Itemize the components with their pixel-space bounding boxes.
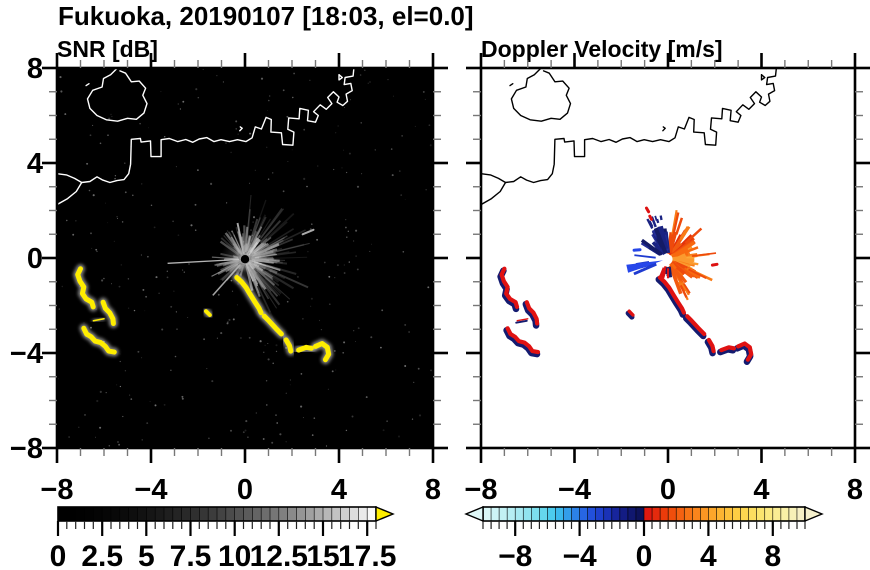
y-tick-label: 0 — [27, 243, 43, 275]
y-tick-label: 8 — [27, 53, 43, 85]
radar-center-hole — [663, 254, 673, 264]
snr-panel: −8 −4 0 4 8 8 4 0 −4 −8 — [10, 53, 448, 506]
x-tick-label: 4 — [331, 474, 347, 506]
colorbar-tick-label: −8 — [498, 540, 532, 570]
axis-ticks — [42, 53, 448, 463]
colorbar-tick-label: 8 — [764, 540, 781, 570]
colorbar-segments — [482, 506, 806, 522]
colorbar-tick-label: 15 — [306, 540, 339, 570]
plot-area — [57, 68, 433, 448]
colorbar-tick-label: −4 — [562, 540, 597, 570]
x-tick-label: −8 — [464, 474, 497, 506]
y-tick-label: 4 — [27, 148, 43, 180]
plot-area — [481, 68, 855, 448]
colorbar-tick-label: 17.5 — [338, 540, 396, 570]
colorbar-under-arrow — [464, 505, 484, 523]
colorbar-segments — [57, 506, 377, 522]
x-tick-label: −8 — [40, 474, 73, 506]
velocity-panel: −8 −4 0 4 8 — [464, 53, 870, 506]
velocity-wedge — [626, 260, 663, 273]
radar-center-hole — [240, 254, 250, 264]
colorbar-ticks — [482, 521, 806, 536]
echo-blobs — [497, 266, 754, 365]
echo-blobs — [73, 264, 334, 365]
colorbar-over-arrow — [375, 505, 395, 523]
x-tick-label: −4 — [134, 474, 167, 506]
colorbar-tick-label: 10 — [218, 540, 251, 570]
coastline — [57, 68, 355, 206]
x-tick-label: 8 — [425, 474, 441, 506]
colorbar-tick-label: 5 — [138, 540, 155, 570]
radar-echo — [626, 206, 719, 301]
coastline — [481, 68, 778, 206]
x-tick-label: 4 — [753, 474, 769, 506]
axis-ticks — [466, 53, 870, 463]
x-tick-label: 8 — [847, 474, 863, 506]
x-tick-label: 0 — [237, 474, 253, 506]
velocity-colorbar: −8 −4 0 4 8 — [464, 505, 824, 570]
colorbar-tick-label: 4 — [700, 540, 717, 570]
y-tick-label: −8 — [10, 433, 43, 465]
colorbar-ticks — [56, 521, 377, 536]
colorbar-over-arrow — [804, 505, 824, 523]
x-tick-label: −4 — [558, 474, 591, 506]
colorbar-tick-label: 12.5 — [250, 540, 308, 570]
colorbar-tick-label: 0 — [50, 540, 67, 570]
colorbar-tick-label: 0 — [636, 540, 653, 570]
colorbar-tick-label: 2.5 — [81, 540, 123, 570]
colorbar-tick-label: 7.5 — [170, 540, 212, 570]
snr-panel-title: SNR [dB] — [57, 36, 158, 62]
y-tick-label: −4 — [10, 338, 43, 370]
noise-speckles — [57, 68, 433, 448]
figure-title: Fukuoka, 20190107 [18:03, el=0.0] — [58, 1, 474, 31]
x-tick-label: 0 — [660, 474, 676, 506]
velocity-panel-title: Doppler Velocity [m/s] — [481, 36, 723, 62]
